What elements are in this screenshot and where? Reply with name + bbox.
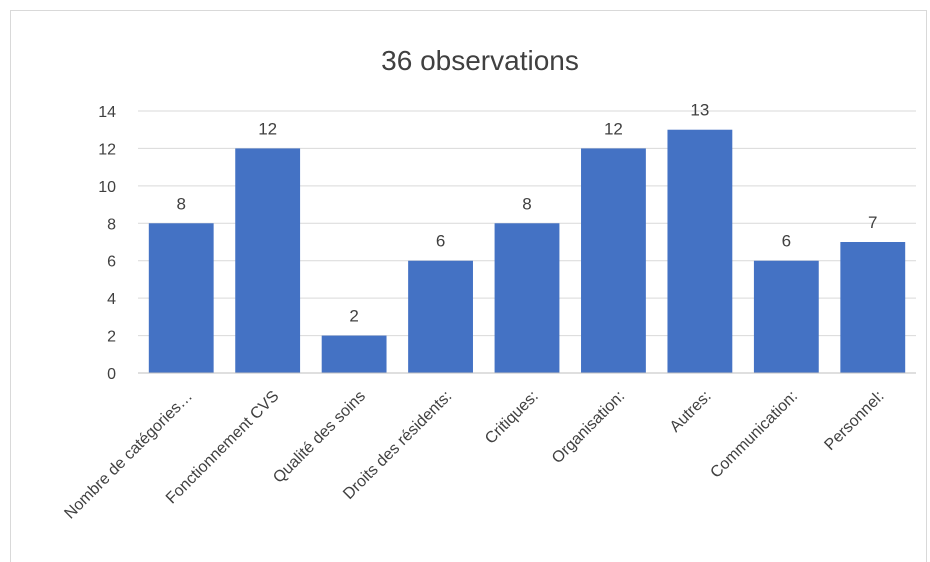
y-tick-label: 14 [98, 104, 116, 121]
bar [840, 242, 906, 373]
bar [408, 260, 473, 373]
data-label: 6 [436, 232, 445, 251]
bar [667, 129, 733, 373]
x-tick-label: Communication: [707, 388, 801, 482]
bar [235, 148, 301, 373]
data-label: 7 [868, 213, 877, 232]
y-tick-label: 4 [107, 291, 116, 308]
x-axis-ticks: Nombre de catégories…Fonctionnement CVSQ… [61, 388, 887, 523]
bar [753, 260, 819, 373]
x-tick-label: Personnel: [821, 388, 887, 454]
bars [148, 129, 906, 373]
data-label: 8 [176, 194, 185, 213]
y-axis-ticks: 0 2 4 6 8 10 12 14 [98, 104, 116, 383]
data-label: 8 [522, 194, 531, 213]
bar [494, 223, 560, 373]
data-labels: 8 12 2 6 8 12 13 6 7 [176, 101, 877, 326]
chart-title: 36 observations [381, 45, 579, 76]
y-tick-label: 8 [107, 216, 116, 233]
x-tick-label: Autres: [667, 388, 715, 436]
y-tick-label: 0 [107, 366, 116, 383]
bar [148, 223, 214, 373]
data-label: 12 [604, 119, 623, 138]
y-tick-label: 6 [107, 254, 116, 271]
bar [321, 335, 387, 373]
bar [581, 148, 646, 373]
y-tick-label: 10 [98, 179, 116, 196]
data-label: 6 [782, 232, 791, 251]
x-tick-label: Critiques: [482, 388, 542, 448]
data-label: 13 [690, 101, 709, 120]
data-label: 12 [258, 119, 277, 138]
x-tick-label: Qualité des soins [270, 388, 369, 487]
x-tick-label: Organisation: [549, 388, 628, 467]
y-tick-label: 2 [107, 329, 116, 346]
data-label: 2 [349, 307, 358, 326]
y-tick-label: 12 [98, 141, 116, 158]
